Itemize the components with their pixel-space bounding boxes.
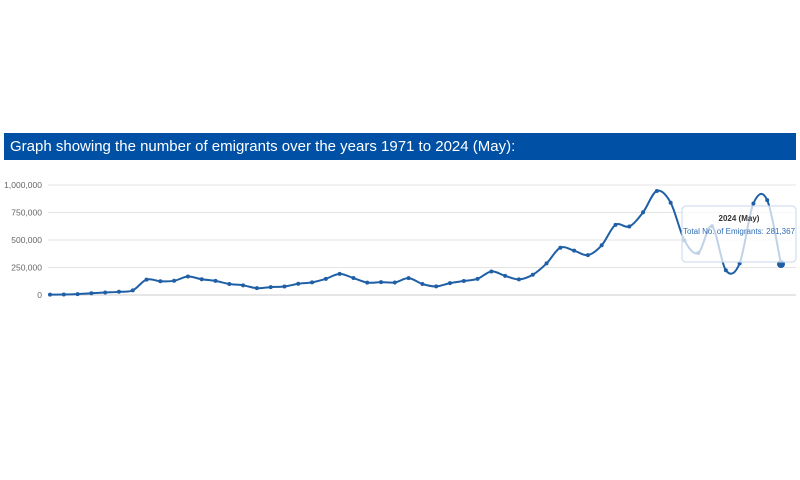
data-point-2002[interactable]: [475, 276, 480, 281]
data-point-1996[interactable]: [392, 280, 397, 285]
data-point-1988[interactable]: [282, 284, 287, 289]
data-point-1979[interactable]: [158, 279, 163, 284]
y-tick-label: 750,000: [11, 208, 42, 218]
data-point-1974[interactable]: [89, 291, 94, 296]
data-point-2003[interactable]: [489, 269, 494, 274]
data-point-1984[interactable]: [227, 282, 232, 286]
data-point-2010[interactable]: [585, 253, 590, 258]
data-point-1976[interactable]: [116, 289, 121, 294]
data-point-1997[interactable]: [406, 276, 411, 281]
data-point-1980[interactable]: [172, 278, 177, 283]
data-point-2009[interactable]: [572, 248, 577, 253]
data-point-1981[interactable]: [185, 274, 190, 279]
tooltip-title: 2024 (May): [719, 214, 760, 223]
data-point-1995[interactable]: [379, 280, 384, 285]
chart-title: Graph showing the number of emigrants ov…: [4, 133, 796, 160]
data-point-2006[interactable]: [530, 272, 535, 277]
data-point-1990[interactable]: [310, 280, 315, 285]
y-tick-label: 0: [37, 290, 42, 300]
data-point-2012[interactable]: [613, 222, 618, 227]
data-point-2020[interactable]: [723, 268, 728, 273]
data-point-1977[interactable]: [130, 288, 135, 293]
data-point-2011[interactable]: [599, 243, 604, 248]
data-point-1971[interactable]: [48, 292, 52, 297]
data-point-2008[interactable]: [558, 245, 563, 250]
data-point-2013[interactable]: [627, 224, 632, 229]
data-point-2001[interactable]: [461, 279, 466, 284]
data-point-2023[interactable]: [765, 198, 770, 203]
data-point-1987[interactable]: [268, 285, 273, 290]
data-point-2015[interactable]: [654, 188, 659, 193]
data-point-1973[interactable]: [75, 292, 80, 297]
data-point-1985[interactable]: [241, 283, 246, 288]
data-points: [48, 188, 785, 297]
data-point-2022[interactable]: [751, 201, 756, 206]
data-point-2004[interactable]: [503, 273, 508, 278]
y-tick-label: 250,000: [11, 263, 42, 273]
data-point-1975[interactable]: [103, 290, 108, 295]
data-point-1983[interactable]: [213, 278, 218, 283]
data-point-2000[interactable]: [447, 281, 452, 286]
y-tick-label: 500,000: [11, 235, 42, 245]
data-point-1972[interactable]: [61, 292, 66, 297]
data-point-1999[interactable]: [434, 284, 439, 289]
y-axis: 0 250,000 500,000 750,000 1,000,000: [4, 180, 42, 300]
data-point-1993[interactable]: [351, 276, 356, 281]
tooltip: 2024 (May) Total No. of Emigrants: 281,3…: [681, 205, 797, 263]
data-point-2005[interactable]: [516, 277, 521, 282]
data-point-1986[interactable]: [254, 286, 259, 291]
y-tick-label: 1,000,000: [4, 180, 42, 190]
data-point-1994[interactable]: [365, 280, 370, 285]
data-point-1998[interactable]: [420, 282, 425, 286]
data-point-1982[interactable]: [199, 277, 204, 282]
data-point-1992[interactable]: [337, 271, 342, 276]
grid-lines: [48, 184, 796, 296]
data-point-1989[interactable]: [296, 281, 301, 286]
data-point-1991[interactable]: [323, 276, 328, 281]
data-point-2016[interactable]: [668, 200, 673, 205]
data-point-2007[interactable]: [544, 261, 549, 266]
tooltip-box: [681, 205, 797, 263]
data-point-2014[interactable]: [641, 210, 646, 215]
series-line: [49, 189, 782, 296]
tooltip-label: Total No. of Emigrants: 281,367: [683, 227, 796, 236]
data-point-1978[interactable]: [144, 277, 149, 282]
